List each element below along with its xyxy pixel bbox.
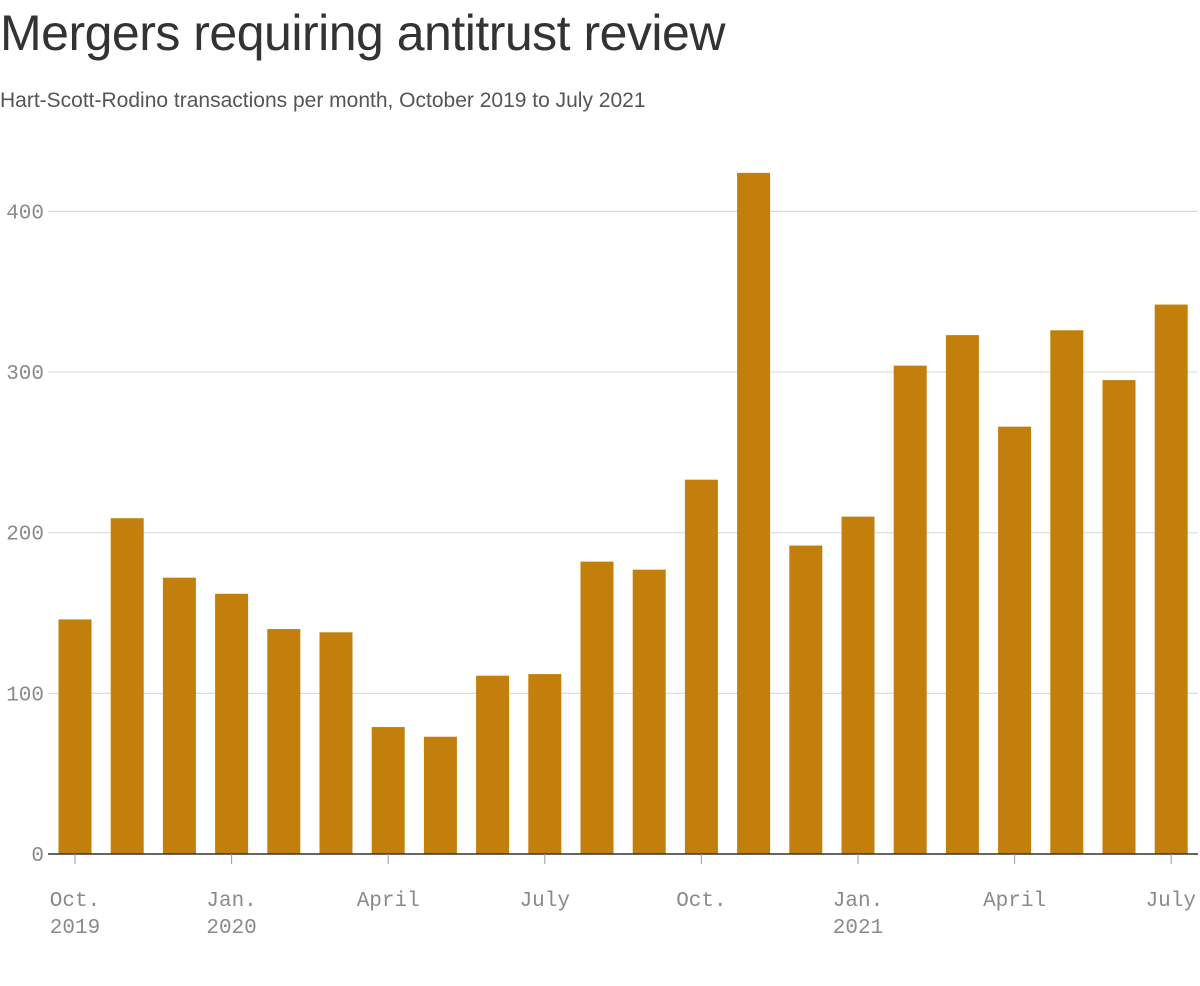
bar [632,569,666,854]
x-tick-year-label: 2021 [833,917,883,940]
bar [528,674,562,854]
bar [423,736,457,854]
bar [893,365,927,854]
x-tick-label: July [1146,890,1196,913]
x-axis [48,853,1198,864]
x-tick-label: April [983,890,1046,913]
bar [267,629,301,854]
bar [580,561,614,854]
y-tick-label: 300 [6,363,44,386]
bar [737,172,771,854]
chart-title: Mergers requiring antitrust review [0,5,725,61]
bar [1050,330,1084,854]
bars [58,172,1188,855]
bar [1154,304,1188,854]
x-tick-label: Jan. [206,890,256,913]
bar [841,516,875,854]
x-tick-year-label: 2020 [206,917,256,940]
x-tick-label: Oct. [676,890,726,913]
bar [215,593,249,854]
bar [998,426,1032,854]
bar [319,632,353,854]
y-tick-label: 400 [6,202,44,225]
y-tick-labels: 0 100 200 300 400 [6,202,44,868]
chart-subtitle: Hart-Scott-Rodino transactions per month… [0,89,646,112]
bar [110,518,144,854]
bar [1102,380,1136,854]
y-tick-label: 200 [6,524,44,547]
bar [945,335,979,855]
bar [789,545,823,854]
x-tick-label: Jan. [833,890,883,913]
bar [684,479,718,854]
x-tick-label: April [357,890,420,913]
x-tick-year-label: 2019 [50,917,100,940]
x-tick-label: Oct. [50,890,100,913]
bar [371,727,405,854]
y-tick-label: 0 [31,845,44,868]
bar [162,577,196,854]
x-tick-labels: Oct. 2019 Jan. 2020 April July Oct. Jan. 2021 Apr… [50,890,1196,940]
bar [58,619,92,854]
y-tick-label: 100 [6,684,44,707]
bar [476,675,510,854]
x-tick-label: July [520,890,570,913]
